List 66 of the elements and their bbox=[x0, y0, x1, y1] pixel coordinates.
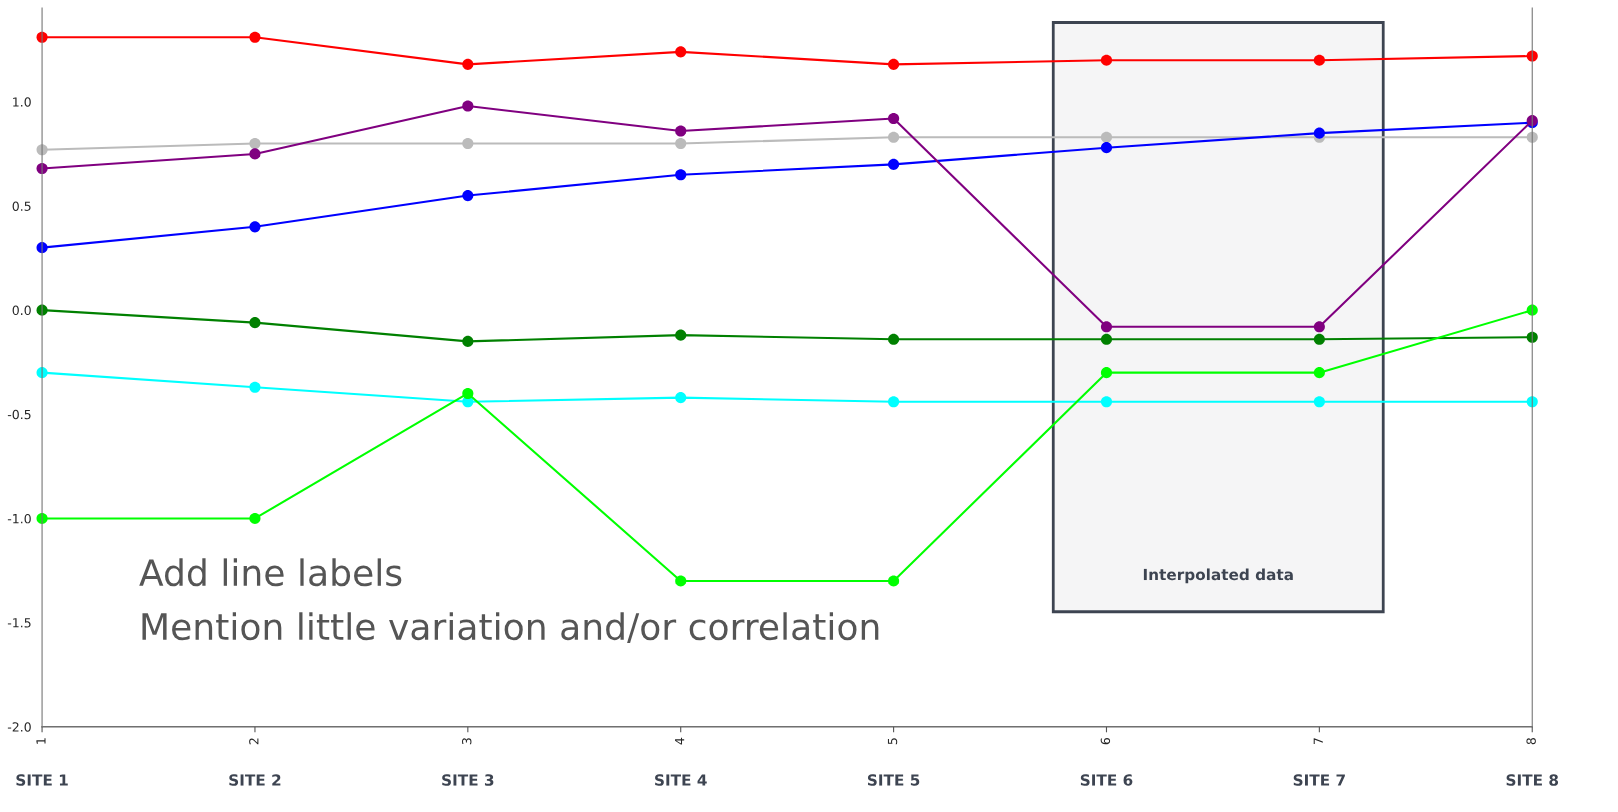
point bbox=[462, 137, 474, 150]
point bbox=[888, 158, 900, 170]
point bbox=[1100, 333, 1113, 345]
point bbox=[462, 58, 474, 70]
point bbox=[675, 575, 687, 587]
point bbox=[675, 125, 687, 137]
point bbox=[888, 333, 900, 345]
x-tick-label: SITE 3 bbox=[442, 774, 494, 786]
point bbox=[675, 392, 687, 404]
x2-tick-label: 7 bbox=[1313, 738, 1323, 745]
point bbox=[462, 387, 474, 400]
y-tick-label: -1.0 bbox=[7, 513, 31, 524]
y-tick-label: 0.0 bbox=[12, 305, 31, 316]
point bbox=[675, 329, 687, 341]
point bbox=[1100, 131, 1113, 143]
x2-tick-label: 5 bbox=[887, 738, 898, 745]
point bbox=[1313, 127, 1325, 139]
point bbox=[462, 335, 474, 347]
x-tick-label: SITE 7 bbox=[1293, 774, 1345, 786]
point bbox=[1100, 321, 1113, 333]
x-tick-label: SITE 2 bbox=[229, 774, 281, 786]
x2-tick-label: 3 bbox=[462, 738, 472, 745]
point bbox=[249, 137, 261, 150]
point bbox=[888, 396, 900, 408]
annotation: Mention little variation and/or correlation bbox=[142, 612, 879, 644]
y-tick-label: 1.0 bbox=[13, 97, 31, 107]
y-tick-label: 0.5 bbox=[12, 201, 31, 211]
point bbox=[888, 575, 900, 587]
point bbox=[1313, 396, 1325, 408]
point bbox=[249, 31, 261, 43]
y-tick-label: -1.5 bbox=[7, 618, 31, 628]
x-tick-label: SITE 1 bbox=[16, 774, 68, 786]
x2-tick-label: 8 bbox=[1526, 738, 1536, 745]
point bbox=[1100, 142, 1113, 154]
y-tick-label: -0.5 bbox=[7, 409, 31, 420]
point bbox=[888, 58, 900, 70]
point bbox=[1313, 321, 1325, 333]
x-tick-label: SITE 4 bbox=[655, 774, 707, 786]
point bbox=[1313, 54, 1325, 66]
point bbox=[675, 46, 687, 58]
x-tick-label: SITE 5 bbox=[867, 774, 920, 786]
x2-tick-label: 2 bbox=[249, 738, 259, 745]
x-tick-label: SITE 8 bbox=[1506, 774, 1559, 786]
point bbox=[249, 512, 261, 524]
point bbox=[888, 112, 900, 125]
point bbox=[888, 131, 900, 143]
point bbox=[1313, 333, 1325, 345]
point bbox=[675, 137, 687, 150]
x2-tick-label: 1 bbox=[36, 738, 46, 744]
band-label: Interpolated data bbox=[1143, 568, 1293, 584]
point bbox=[675, 169, 687, 181]
point bbox=[462, 100, 474, 112]
point bbox=[1100, 367, 1113, 379]
point bbox=[1100, 396, 1113, 408]
point bbox=[249, 221, 261, 233]
x-tick-label: SITE 6 bbox=[1080, 774, 1133, 786]
point bbox=[249, 148, 261, 160]
point bbox=[249, 381, 261, 393]
y-tick-label: -2.0 bbox=[7, 722, 31, 732]
point bbox=[1100, 54, 1113, 66]
point bbox=[249, 317, 261, 329]
point bbox=[1313, 367, 1325, 379]
point bbox=[462, 190, 474, 202]
x2-tick-label: 4 bbox=[675, 737, 685, 745]
annotation: Add line labels bbox=[139, 558, 402, 587]
x2-tick-label: 6 bbox=[1100, 737, 1111, 745]
